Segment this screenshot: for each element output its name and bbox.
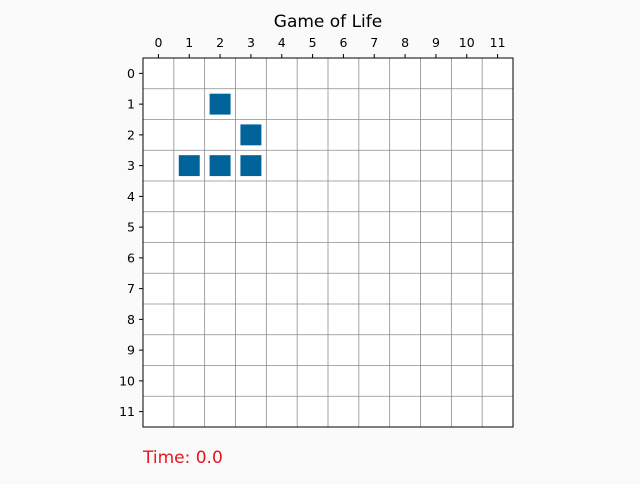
row-label: 1 xyxy=(127,97,135,112)
live-cells xyxy=(178,93,262,177)
column-label: 0 xyxy=(154,35,162,50)
row-label: 11 xyxy=(119,404,135,419)
column-label: 1 xyxy=(185,35,193,50)
row-label: 4 xyxy=(127,189,135,204)
grid-lines xyxy=(143,58,513,427)
board-title: Game of Life xyxy=(274,12,382,32)
row-label: 7 xyxy=(127,281,135,296)
column-label: 9 xyxy=(432,35,440,50)
row-label: 2 xyxy=(127,127,135,142)
column-label: 2 xyxy=(216,35,224,50)
column-label: 10 xyxy=(459,35,475,50)
column-label: 3 xyxy=(247,35,255,50)
live-cell xyxy=(209,155,231,177)
live-cell xyxy=(209,93,231,115)
column-label: 11 xyxy=(490,35,506,50)
row-label: 10 xyxy=(119,373,135,388)
column-label: 5 xyxy=(309,35,317,50)
column-label: 8 xyxy=(401,35,409,50)
row-label: 5 xyxy=(127,220,135,235)
row-label: 3 xyxy=(127,158,135,173)
axis-ticks xyxy=(139,54,499,413)
live-cell xyxy=(240,155,262,177)
row-label: 0 xyxy=(127,66,135,81)
row-label: 6 xyxy=(127,250,135,265)
row-label: 8 xyxy=(127,312,135,327)
row-labels: 0 1 2 3 4 5 6 7 8 9 10 11 xyxy=(119,66,135,419)
column-label: 7 xyxy=(370,35,378,50)
column-label: 6 xyxy=(339,35,347,50)
row-label: 9 xyxy=(127,343,135,358)
plot-frame xyxy=(142,57,514,428)
live-cell xyxy=(178,155,200,177)
time-readout: Time: 0.0 xyxy=(143,448,223,468)
column-labels: 0 1 2 3 4 5 6 7 8 9 10 11 xyxy=(154,35,505,50)
column-label: 4 xyxy=(278,35,286,50)
live-cell xyxy=(240,124,262,146)
